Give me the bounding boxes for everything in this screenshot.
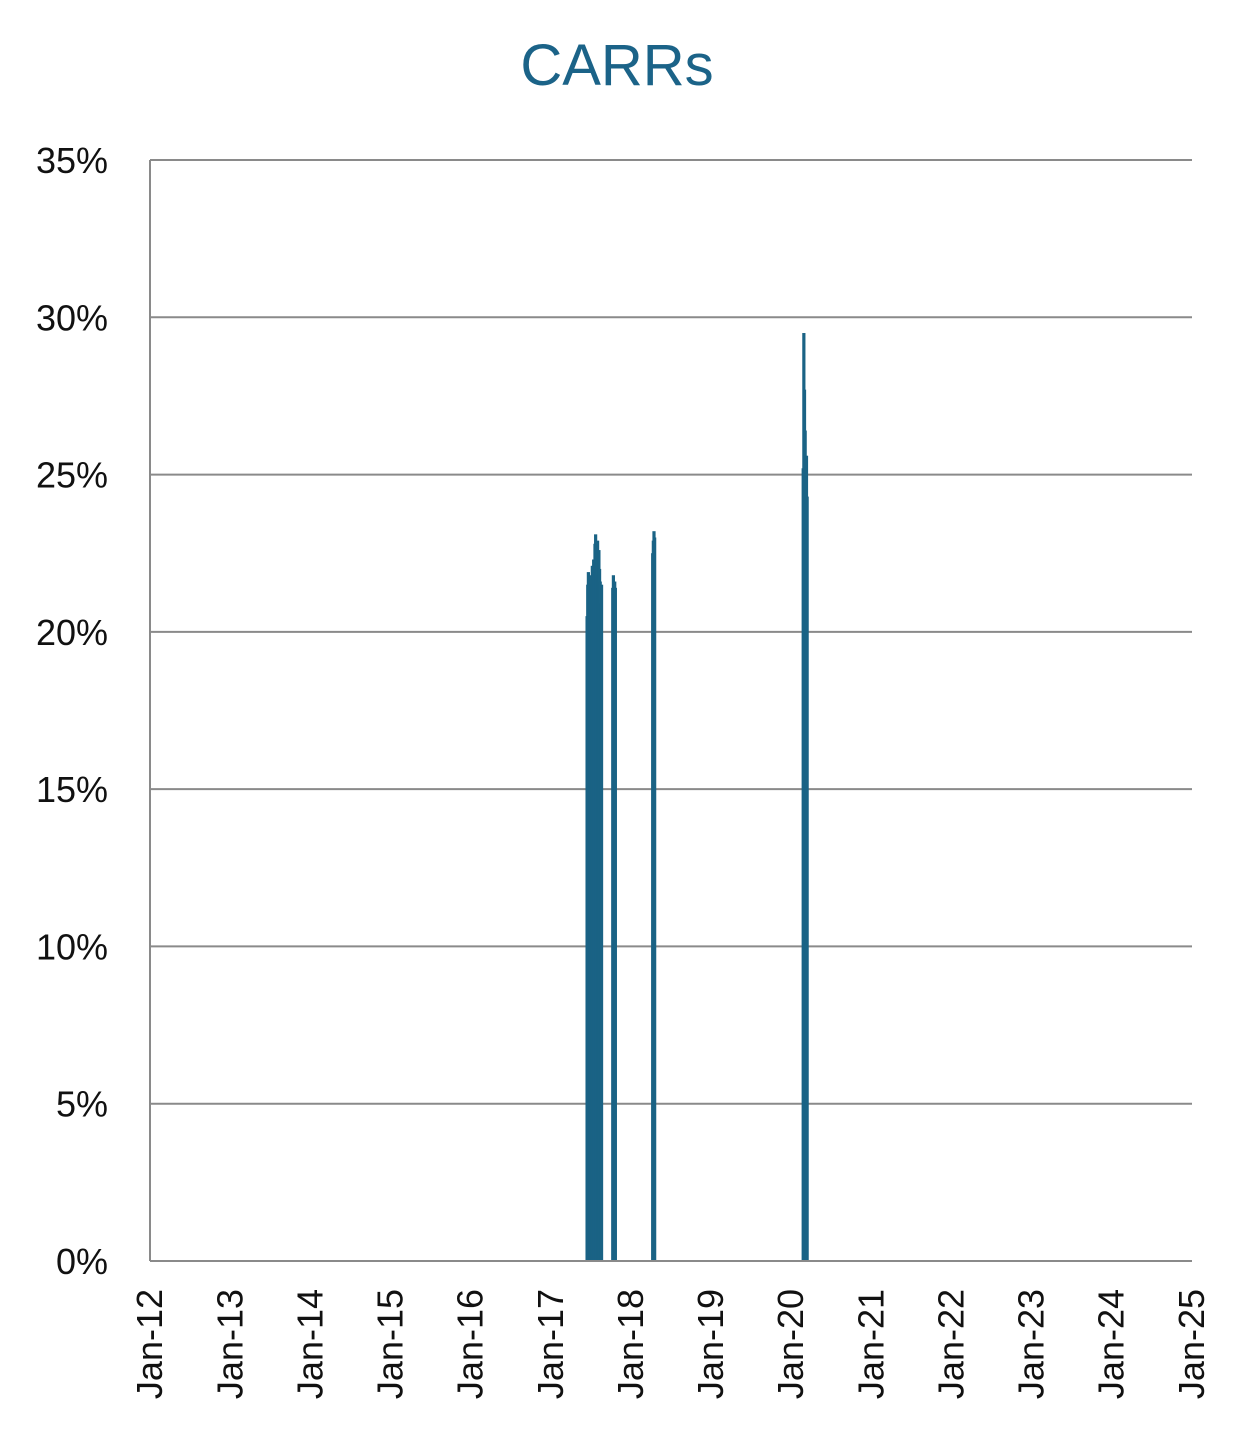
chart-title: CARRs xyxy=(520,33,714,98)
y-tick-label: 5% xyxy=(56,1084,108,1125)
y-tick-label: 35% xyxy=(36,140,108,181)
y-tick-label: 10% xyxy=(36,926,108,967)
bar xyxy=(805,496,809,1261)
x-tick-label: Jan-22 xyxy=(931,1289,972,1399)
bars-layer xyxy=(585,333,809,1261)
bar xyxy=(653,537,657,1261)
x-tick-label: Jan-13 xyxy=(209,1289,250,1399)
bar xyxy=(613,587,617,1261)
x-tick-label: Jan-15 xyxy=(369,1289,410,1399)
x-tick-label: Jan-17 xyxy=(530,1289,571,1399)
y-tick-label: 25% xyxy=(36,455,108,496)
y-tick-label: 15% xyxy=(36,769,108,810)
x-tick-label: Jan-24 xyxy=(1091,1289,1132,1399)
x-tick-label: Jan-16 xyxy=(450,1289,491,1399)
y-tick-label: 0% xyxy=(56,1241,108,1282)
y-tick-label: 30% xyxy=(36,297,108,338)
axis-layer xyxy=(149,160,1192,1262)
grid-layer xyxy=(150,159,1192,1105)
x-tick-label: Jan-14 xyxy=(289,1289,330,1399)
y-tick-label: 20% xyxy=(36,612,108,653)
y-tick-labels: 0% 5% 10% 15% 20% 25% 30% 35% xyxy=(36,140,108,1282)
x-tick-label: Jan-20 xyxy=(770,1289,811,1399)
x-tick-labels: Jan-12 Jan-13 Jan-14 Jan-15 Jan-16 Jan-17 Jan-… xyxy=(129,1289,1212,1399)
x-tick-label: Jan-23 xyxy=(1011,1289,1052,1399)
x-tick-label: Jan-12 xyxy=(129,1289,170,1399)
bar xyxy=(599,584,604,1261)
x-tick-label: Jan-18 xyxy=(610,1289,651,1399)
x-tick-label: Jan-19 xyxy=(690,1289,731,1399)
x-tick-label: Jan-21 xyxy=(850,1289,891,1399)
x-tick-label: Jan-25 xyxy=(1171,1289,1212,1399)
